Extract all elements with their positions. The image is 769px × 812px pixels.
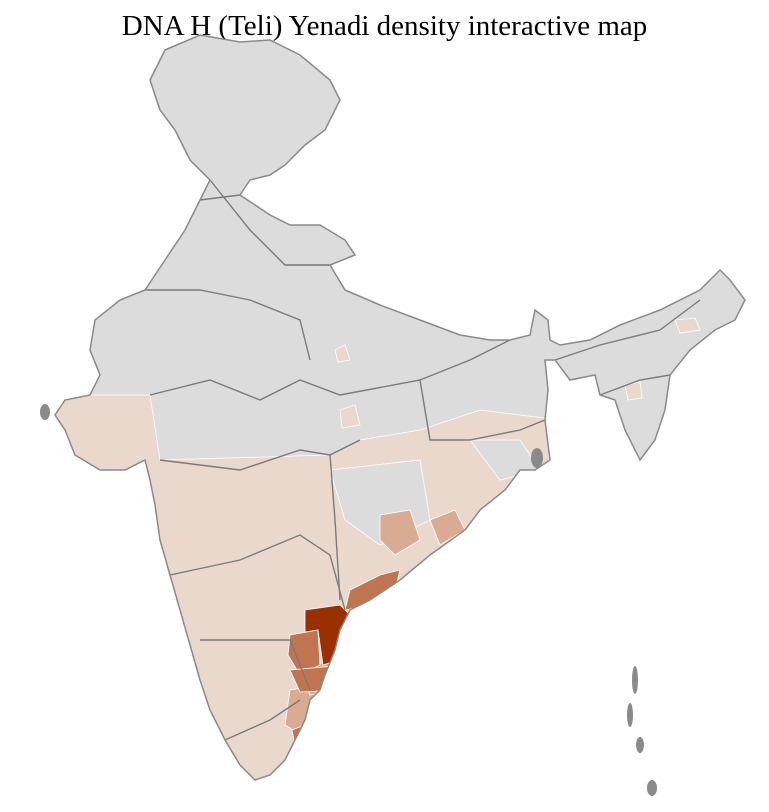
island [531,448,543,468]
state-border [329,454,341,601]
state-border [209,179,330,266]
country-border [54,34,746,781]
island [632,666,638,694]
island [647,780,657,796]
state-border [554,299,701,361]
state-border [149,339,511,401]
region-level-1[interactable] [334,344,351,363]
island [627,703,633,727]
state-border [159,439,361,471]
region-level-1[interactable] [624,381,643,401]
state-border [169,534,346,611]
india-outline [55,35,745,780]
state-border [145,289,311,361]
state-border [200,639,311,691]
region-level-3[interactable] [289,664,346,693]
island [40,404,50,420]
state-border [224,699,301,741]
region-level-1[interactable] [339,404,361,429]
island [636,737,644,753]
state-border [199,194,241,201]
region-level-2[interactable] [379,509,421,556]
state-border [599,374,671,396]
region-level-1[interactable] [674,317,701,334]
state-border [419,379,546,441]
